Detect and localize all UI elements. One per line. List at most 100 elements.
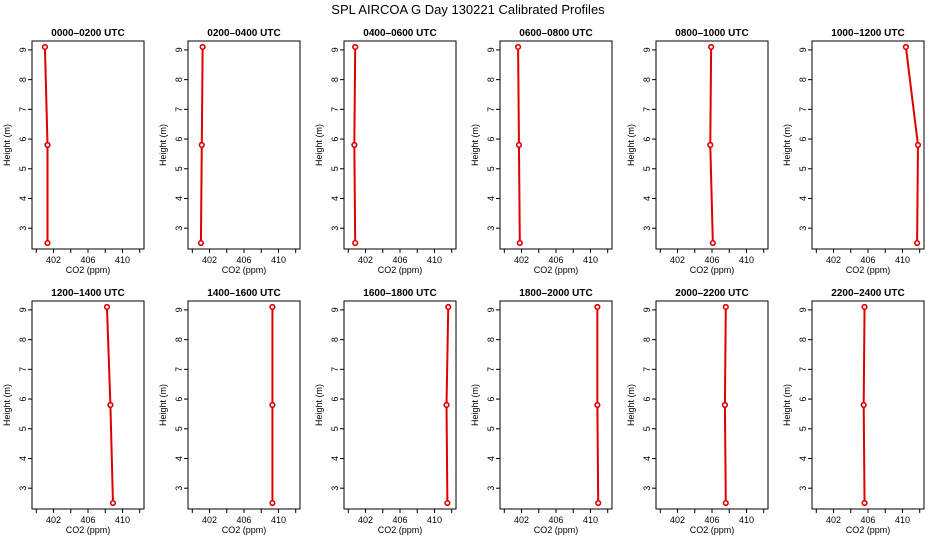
- y-tick-label: 4: [798, 456, 808, 461]
- panel-title: 2000–2200 UTC: [675, 288, 748, 299]
- y-tick-label: 4: [18, 196, 28, 201]
- y-tick-label: 4: [174, 196, 184, 201]
- y-tick-label: 6: [330, 397, 340, 402]
- x-tick-label: 402: [358, 515, 373, 525]
- y-tick-label: 4: [330, 196, 340, 201]
- y-tick-label: 8: [330, 337, 340, 342]
- data-point: [515, 141, 523, 149]
- data-point: [41, 43, 49, 51]
- data-point: [595, 499, 602, 507]
- y-axis-label: Height (m): [470, 384, 480, 426]
- y-tick-label: 9: [330, 307, 340, 312]
- y-tick-label: 8: [330, 77, 340, 82]
- panel-2: 0200–0400 UTC 402 406 410 3 4 5 6 7 8 9 CO2 (ppm) He…: [158, 28, 301, 275]
- x-tick-label: 406: [860, 255, 875, 265]
- y-tick-label: 5: [642, 426, 652, 431]
- data-point: [914, 141, 922, 149]
- plot-frame: [655, 300, 769, 510]
- x-tick-label: 410: [739, 515, 754, 525]
- plot-frame: [187, 300, 301, 510]
- y-tick-label: 6: [174, 137, 184, 142]
- y-tick-label: 7: [486, 367, 496, 372]
- x-tick-label: 402: [46, 515, 61, 525]
- y-axis-label: Height (m): [470, 124, 480, 166]
- y-tick-label: 9: [18, 47, 28, 52]
- y-tick-label: 9: [642, 47, 652, 52]
- y-tick-label: 7: [174, 367, 184, 372]
- y-tick-label: 4: [642, 456, 652, 461]
- data-point: [861, 499, 868, 507]
- y-tick-label: 7: [18, 367, 28, 372]
- x-tick-label: 402: [514, 515, 529, 525]
- y-tick-label: 3: [18, 486, 28, 491]
- figure-title: SPL AIRCOA G Day 130221 Calibrated Profi…: [331, 2, 605, 17]
- panel-3: 0400–0600 UTC 402 406 410 3 4 5 6 7 8 9 CO2 (ppm) He…: [314, 28, 457, 275]
- panel-title: 1400–1600 UTC: [207, 288, 280, 299]
- panel-title: 0400–0600 UTC: [363, 28, 436, 39]
- y-tick-label: 9: [174, 307, 184, 312]
- data-point: [198, 141, 205, 149]
- y-tick-label: 9: [486, 47, 496, 52]
- x-tick-label: 410: [427, 515, 442, 525]
- x-tick-label: 406: [704, 255, 719, 265]
- panel-8: 1400–1600 UTC 402 406 410 3 4 5 6 7 8 9 CO2 (ppm) He…: [158, 288, 301, 535]
- x-tick-label: 406: [704, 515, 719, 525]
- y-tick-label: 7: [174, 107, 184, 112]
- y-tick-label: 8: [486, 77, 496, 82]
- y-tick-label: 9: [798, 47, 808, 52]
- x-axis-label: CO2 (ppm): [690, 525, 735, 535]
- y-tick-label: 6: [642, 397, 652, 402]
- x-tick-label: 410: [895, 255, 910, 265]
- plot-frame: [343, 40, 457, 250]
- data-point: [199, 43, 206, 51]
- panel-title: 1600–1800 UTC: [363, 288, 436, 299]
- y-tick-label: 7: [18, 107, 28, 112]
- y-tick-label: 8: [642, 337, 652, 342]
- data-point: [594, 303, 601, 311]
- y-tick-label: 5: [330, 166, 340, 171]
- x-axis-label: CO2 (ppm): [846, 525, 891, 535]
- y-tick-label: 6: [18, 137, 28, 142]
- y-tick-label: 4: [642, 196, 652, 201]
- x-axis-label: CO2 (ppm): [222, 525, 267, 535]
- data-point: [914, 239, 921, 247]
- y-axis-label: Height (m): [782, 384, 792, 426]
- y-tick-label: 8: [18, 77, 28, 82]
- x-axis-label: CO2 (ppm): [846, 265, 891, 275]
- y-tick-label: 8: [642, 77, 652, 82]
- panel-title: 0800–1000 UTC: [675, 28, 748, 39]
- y-tick-label: 5: [18, 166, 28, 171]
- x-tick-label: 406: [860, 515, 875, 525]
- data-point: [860, 401, 867, 409]
- data-point: [445, 303, 452, 311]
- plot-frame: [343, 300, 457, 510]
- data-point: [197, 239, 205, 247]
- y-tick-label: 3: [486, 486, 496, 491]
- y-tick-label: 8: [174, 337, 184, 342]
- data-point: [444, 499, 451, 507]
- x-tick-label: 402: [826, 515, 841, 525]
- y-tick-label: 6: [798, 137, 808, 142]
- y-tick-label: 9: [18, 307, 28, 312]
- y-tick-label: 6: [486, 397, 496, 402]
- y-tick-label: 7: [642, 367, 652, 372]
- y-tick-label: 6: [486, 137, 496, 142]
- data-point: [269, 401, 276, 409]
- y-tick-label: 6: [18, 397, 28, 402]
- y-tick-label: 9: [798, 307, 808, 312]
- y-tick-label: 5: [486, 426, 496, 431]
- y-tick-label: 3: [18, 226, 28, 231]
- data-point: [443, 401, 450, 409]
- data-point: [708, 43, 715, 51]
- plot-frame: [811, 300, 925, 510]
- x-axis-label: CO2 (ppm): [66, 265, 111, 275]
- x-tick-label: 406: [236, 255, 251, 265]
- panel-title: 0600–0800 UTC: [519, 28, 592, 39]
- y-tick-label: 3: [330, 226, 340, 231]
- y-axis-label: Height (m): [314, 384, 324, 426]
- x-tick-label: 402: [202, 515, 217, 525]
- panel-title: 2200–2400 UTC: [831, 288, 904, 299]
- x-tick-label: 410: [739, 255, 754, 265]
- x-tick-label: 406: [80, 255, 95, 265]
